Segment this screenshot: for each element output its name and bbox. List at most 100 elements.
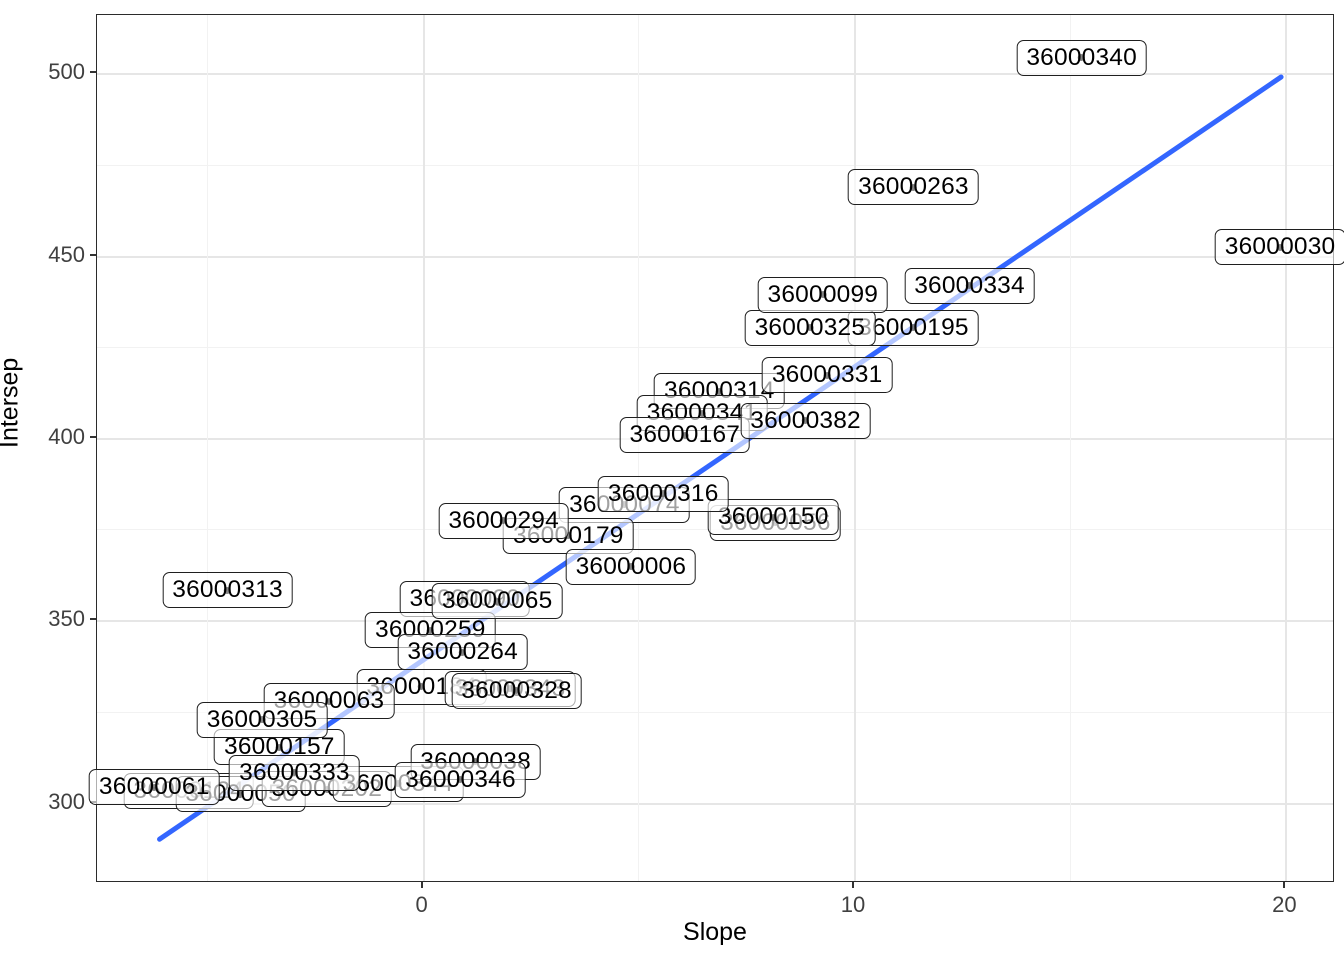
point-label: 36000325 — [744, 309, 876, 346]
point-label: 36000305 — [196, 701, 328, 738]
data-point-dot — [459, 648, 467, 656]
point-label-text: 36000331 — [771, 361, 883, 389]
gridline-minor-h — [97, 346, 1333, 348]
data-point-dot — [500, 517, 508, 525]
point-label: 36000061 — [88, 769, 220, 806]
data-point-dot — [418, 683, 426, 691]
point-label: 36000264 — [397, 634, 528, 671]
data-point-dot — [627, 563, 635, 571]
point-label: 36000333 — [229, 754, 360, 791]
point-label-text: 36000346 — [405, 765, 516, 793]
y-tick-label: 400 — [48, 424, 85, 450]
data-point-dot — [909, 183, 917, 191]
point-label: 36000382 — [740, 402, 871, 439]
point-label-text: 36000333 — [239, 758, 350, 786]
point-label-text: 36000061 — [98, 773, 210, 801]
trend-line — [157, 74, 1284, 842]
x-tick-mark — [420, 882, 423, 888]
data-point-dot — [1276, 243, 1284, 251]
gridline-minor-v — [1069, 15, 1071, 881]
gridline-minor-v — [206, 15, 208, 881]
data-point-dot — [659, 490, 667, 498]
point-label: 36000065 — [431, 583, 563, 620]
y-tick-label: 350 — [48, 606, 85, 632]
point-label-text: 36000334 — [914, 271, 1025, 299]
gridline-major-h — [97, 73, 1333, 76]
data-point-dot — [769, 513, 777, 521]
data-point-dot — [681, 431, 689, 439]
point-label-text: 36000294 — [448, 506, 559, 534]
data-point-dot — [819, 291, 827, 299]
y-tick-mark — [90, 618, 96, 621]
point-label: 36000167 — [619, 417, 751, 454]
x-tick-label: 10 — [840, 892, 866, 917]
x-tick-label: 20 — [1272, 892, 1297, 917]
point-label: 36000334 — [904, 267, 1035, 304]
point-label-text: 36000325 — [754, 313, 866, 341]
point-label-text: 36000263 — [858, 173, 969, 201]
data-point-dot — [715, 387, 723, 395]
point-label-text: 36000167 — [629, 421, 741, 449]
y-tick-mark — [90, 436, 96, 439]
point-label: 36000294 — [438, 502, 569, 539]
y-tick-label: 300 — [48, 788, 85, 814]
y-tick-mark — [90, 253, 96, 256]
point-label: 36000313 — [162, 572, 293, 609]
point-label-text: 36000195 — [858, 313, 969, 341]
data-point-dot — [258, 716, 266, 724]
data-point-dot — [275, 743, 283, 751]
point-label: 36000316 — [597, 475, 729, 512]
y-tick-label: 500 — [48, 59, 85, 85]
point-label-text: 36000316 — [607, 479, 719, 507]
point-label-text: 36000313 — [172, 576, 283, 604]
data-point-dot — [823, 371, 831, 379]
data-point-dot — [965, 282, 973, 290]
gridline-major-h — [97, 255, 1333, 258]
point-label-text: 36000006 — [575, 552, 687, 580]
y-tick-mark — [90, 71, 96, 74]
gridline-major-h — [97, 802, 1333, 805]
data-point-dot — [456, 776, 464, 784]
x-axis-title: Slope — [683, 918, 747, 946]
y-tick-label: 450 — [48, 241, 85, 267]
point-label: 36000030 — [1214, 229, 1344, 266]
point-label-text: 36000099 — [767, 280, 879, 308]
point-label-text: 36000030 — [1224, 233, 1336, 261]
data-point-dot — [150, 783, 158, 791]
point-label-text: 36000340 — [1026, 43, 1137, 71]
gridline-major-v — [422, 15, 425, 881]
point-label: 36000331 — [761, 357, 893, 394]
point-label: 36000006 — [565, 548, 697, 585]
gridline-major-h — [97, 620, 1333, 623]
point-label-text: 36000065 — [441, 587, 553, 615]
gridline-minor-h — [97, 711, 1333, 713]
data-point-dot — [806, 324, 814, 332]
data-point-dot — [472, 758, 480, 766]
gridline-minor-h — [97, 164, 1333, 166]
data-point-dot — [290, 769, 298, 777]
point-label: 36000099 — [757, 276, 889, 313]
data-point-dot — [236, 790, 244, 798]
x-tick-label: 0 — [415, 892, 428, 917]
data-point-dot — [909, 324, 917, 332]
point-label-text: 36000150 — [717, 503, 829, 531]
data-point-dot — [493, 597, 501, 605]
data-point-dot — [426, 626, 434, 634]
y-axis-title: Intersep — [0, 357, 24, 448]
point-label: 36000346 — [395, 761, 526, 798]
x-tick-mark — [852, 882, 855, 888]
data-point-dot — [513, 687, 521, 695]
data-point-dot — [802, 417, 810, 425]
x-tick-mark — [1283, 882, 1286, 888]
point-label-text: 36000382 — [750, 406, 861, 434]
data-point-dot — [325, 697, 333, 705]
gridline-major-v — [1285, 15, 1288, 881]
point-label: 36000150 — [707, 499, 839, 536]
data-point-dot — [224, 586, 232, 594]
gridline-major-v — [854, 15, 857, 881]
data-point-dot — [698, 409, 706, 417]
point-label: 36000263 — [848, 169, 979, 206]
point-label-text: 36000305 — [206, 705, 318, 733]
point-label-text: 36000328 — [461, 676, 572, 704]
point-label: 36000340 — [1016, 39, 1147, 76]
